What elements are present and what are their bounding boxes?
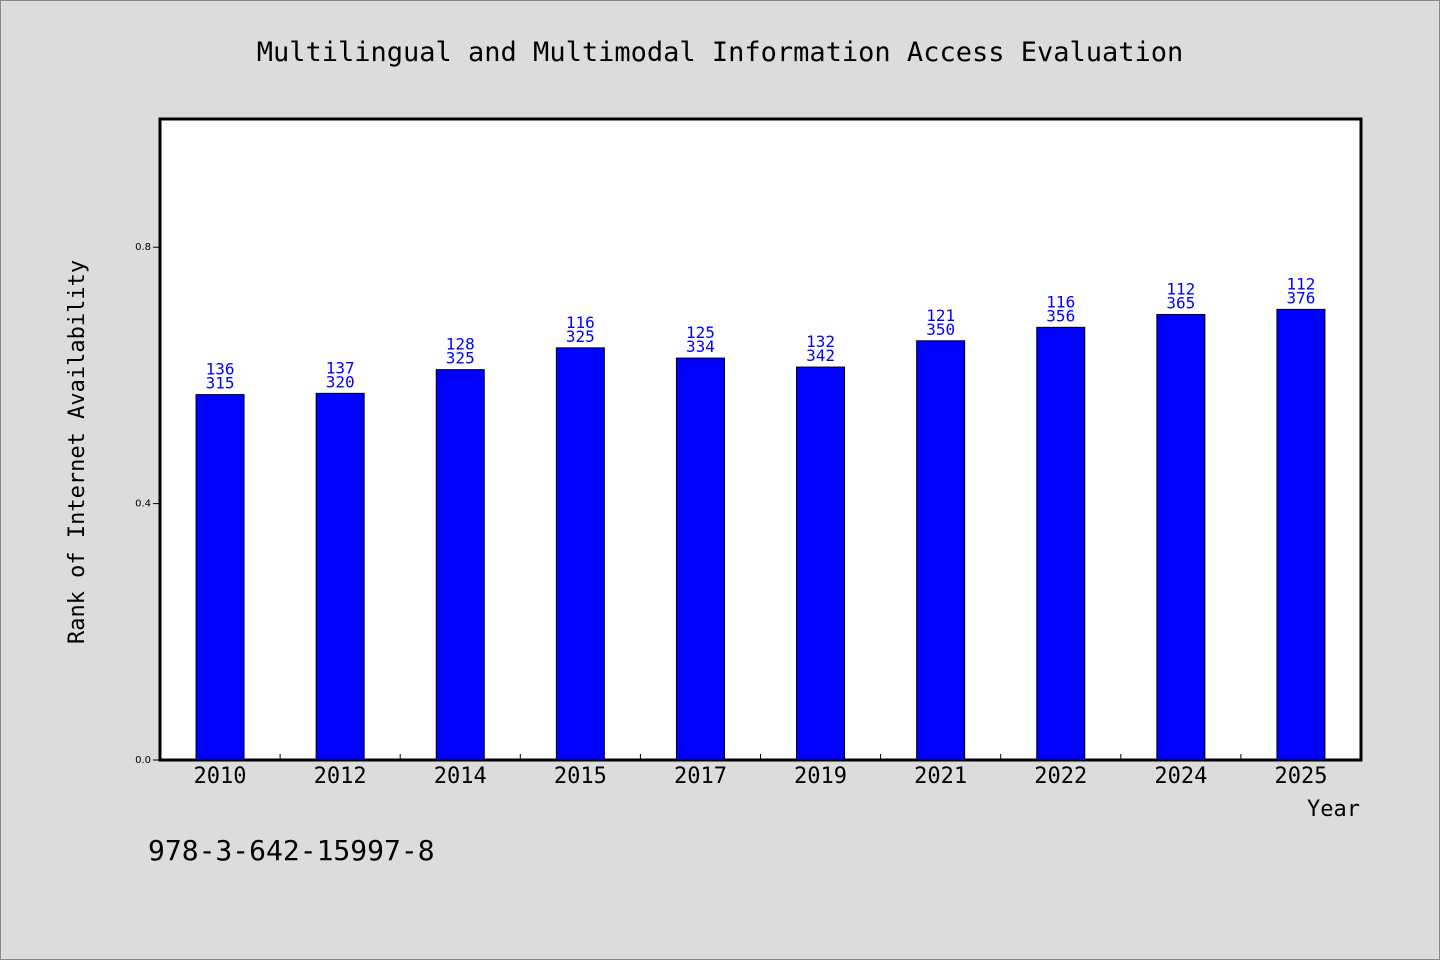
bar: [315, 392, 365, 761]
bar-label-top: 112: [1286, 274, 1315, 293]
x-tick-label: 2015: [554, 764, 607, 789]
bar-label-bottom: 325: [566, 327, 595, 346]
bar: [796, 366, 846, 761]
x-tick-label: 2021: [914, 764, 967, 789]
bar-label-top: 116: [566, 313, 595, 332]
y-axis-label: Rank of Internet Availability: [65, 260, 90, 644]
bar-label-bottom: 356: [1046, 306, 1075, 325]
bar-label-top: 136: [206, 360, 235, 379]
bar: [555, 347, 605, 761]
bar-label-top: 125: [686, 323, 715, 342]
chart-title: Multilingual and Multimodal Information …: [257, 37, 1184, 68]
x-tick-label: 2017: [674, 764, 727, 789]
bar: [1036, 326, 1086, 761]
bar-label-bottom: 334: [686, 337, 715, 356]
bar-label-bottom: 320: [326, 372, 355, 391]
bar-label-bottom: 325: [446, 349, 475, 368]
bar-label-top: 128: [446, 335, 475, 354]
bar-label-top: 112: [1166, 280, 1195, 299]
bar-label-top: 132: [806, 332, 835, 351]
x-tick-label: 2010: [194, 764, 247, 789]
x-axis-label: Year: [1307, 797, 1360, 822]
bar-label-bottom: 350: [926, 320, 955, 339]
bar-label-bottom: 376: [1286, 288, 1315, 307]
bar: [435, 369, 485, 761]
x-tick-label: 2025: [1274, 764, 1327, 789]
x-tick-label: 2022: [1034, 764, 1087, 789]
x-tick-label: 2019: [794, 764, 847, 789]
y-axis: 0.0 0.4 0.8: [135, 242, 160, 766]
isbn-footer: 978-3-642-15997-8: [148, 834, 435, 867]
bar-label-bottom: 342: [806, 346, 835, 365]
bar-label-bottom: 315: [206, 374, 235, 393]
bar: [916, 340, 966, 761]
bar: [1156, 314, 1206, 761]
bar-label-bottom: 365: [1166, 294, 1195, 313]
x-tick-label: 2024: [1154, 764, 1207, 789]
x-tick-label: 2012: [314, 764, 367, 789]
y-tick-label: 0.8: [135, 242, 151, 253]
bar: [1276, 308, 1326, 761]
bar: [675, 357, 725, 761]
bar-label-top: 137: [326, 358, 355, 377]
x-axis: 2010 2012 2014 2015 2017 2019 2021 2022 2024 2025: [194, 754, 1327, 789]
x-tick-label: 2014: [434, 764, 487, 789]
y-tick-label: 0.4: [135, 499, 151, 510]
bar-label-top: 121: [926, 306, 955, 325]
bar-label-top: 116: [1046, 292, 1075, 311]
y-tick-label: 0.0: [135, 755, 151, 766]
bar: [195, 394, 245, 761]
